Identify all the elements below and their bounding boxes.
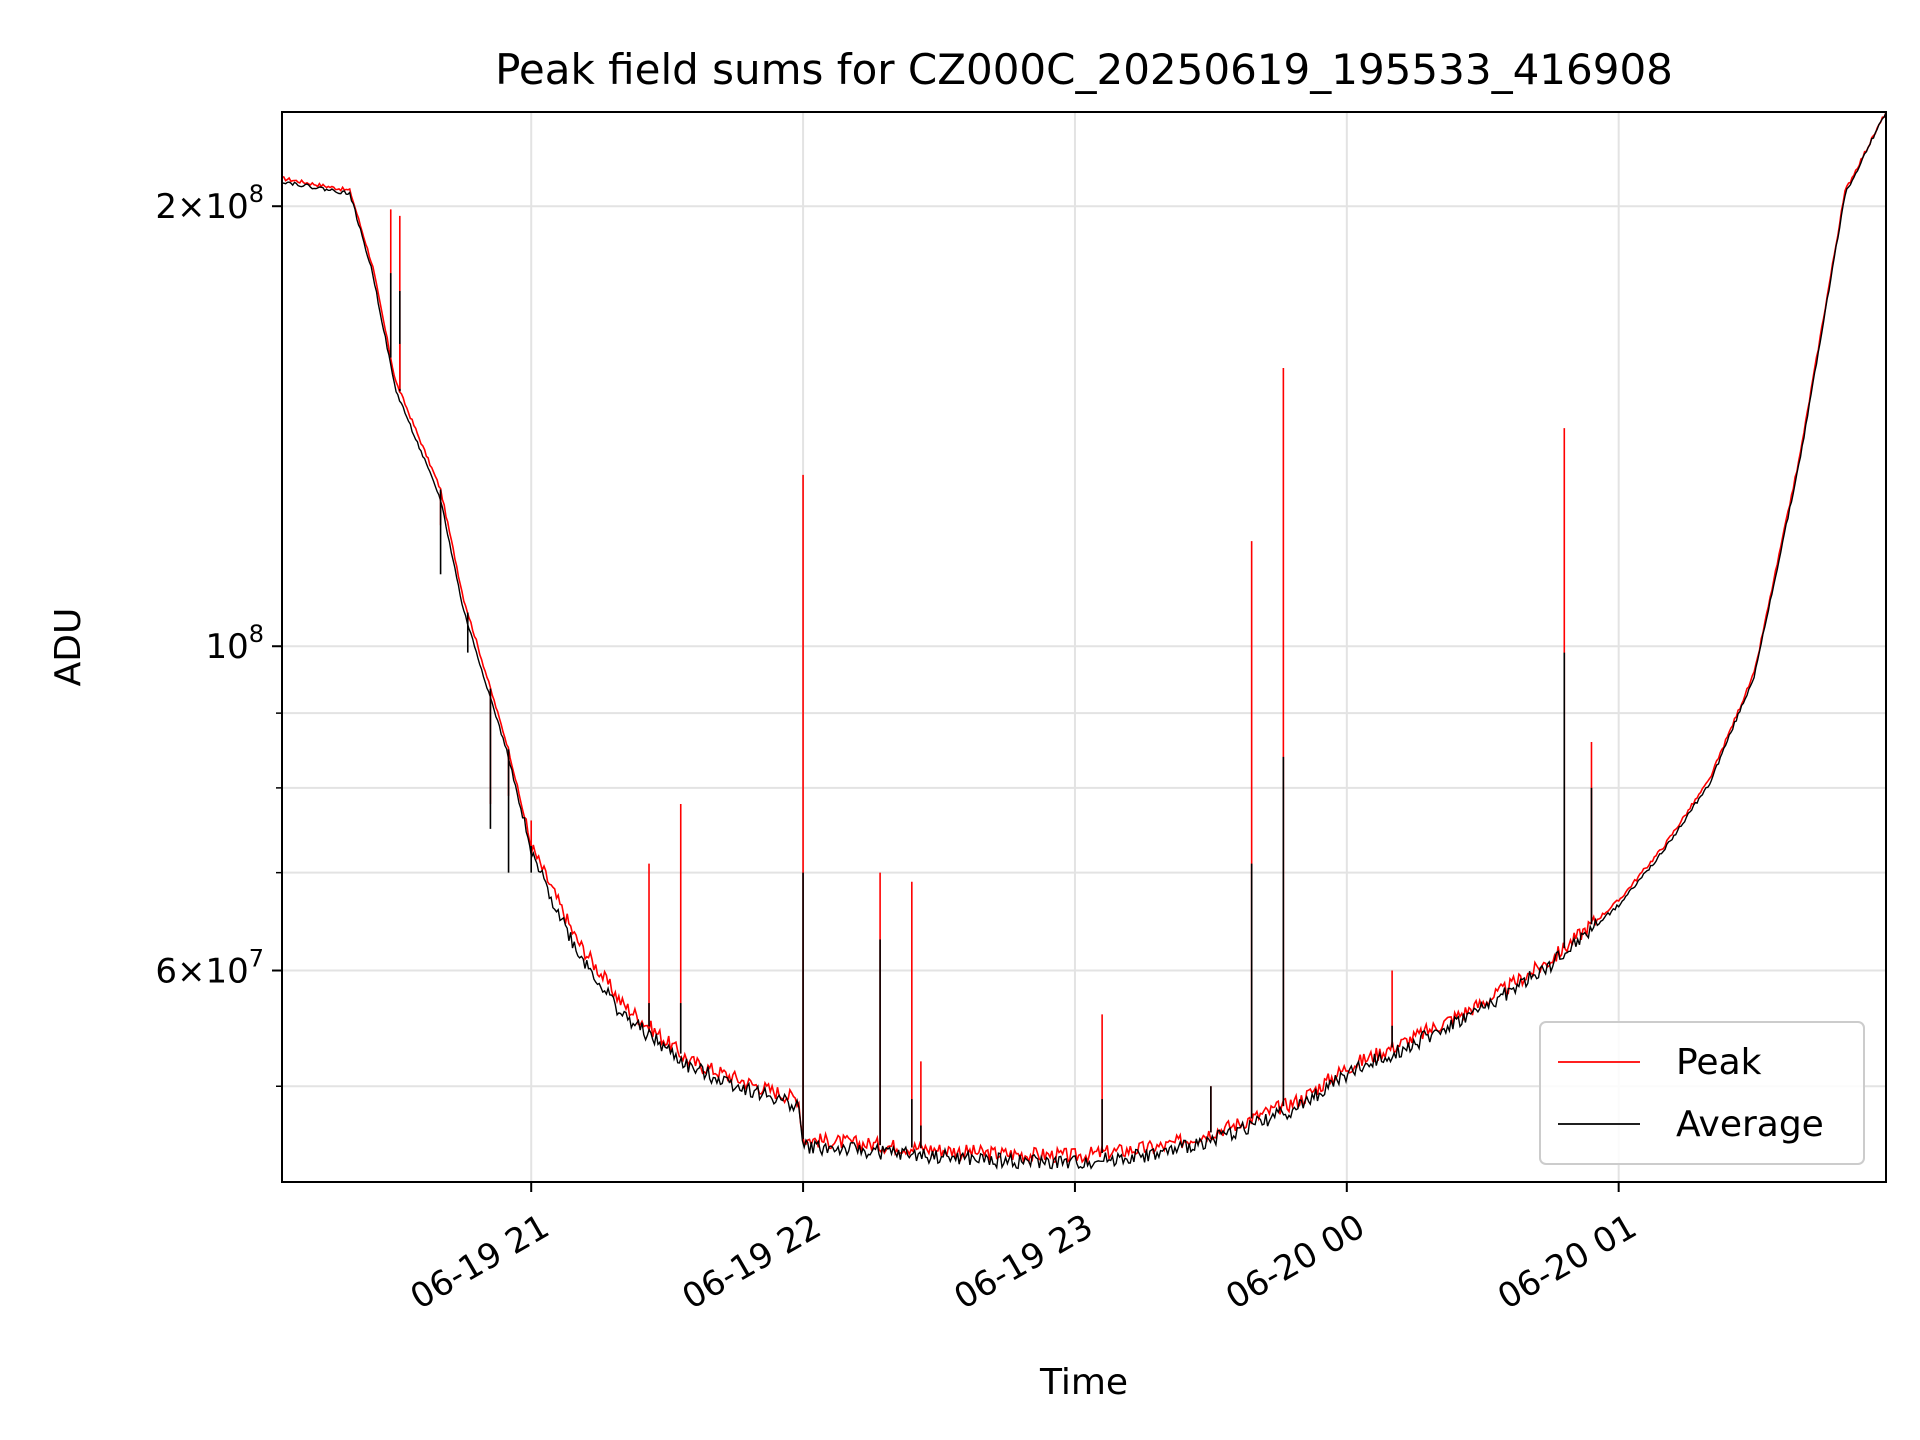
y-tick-label: 2×108 [155, 180, 264, 227]
x-axis-label: Time [1039, 1362, 1128, 1403]
series-line-average [281, 112, 1887, 1170]
y-axis-label: ADU [48, 608, 89, 687]
legend-box [1539, 1021, 1865, 1165]
series-line-peak [281, 111, 1887, 1165]
series-layer [281, 111, 1887, 1170]
y-tick-label: 108 [205, 620, 264, 667]
legend: Peak Average [1539, 1021, 1865, 1165]
legend-label-peak: Peak [1676, 1042, 1762, 1083]
y-tick-label: 6×107 [155, 945, 264, 992]
chart-title: Peak field sums for CZ000C_20250619_1955… [495, 45, 1673, 94]
legend-label-average: Average [1676, 1104, 1824, 1145]
